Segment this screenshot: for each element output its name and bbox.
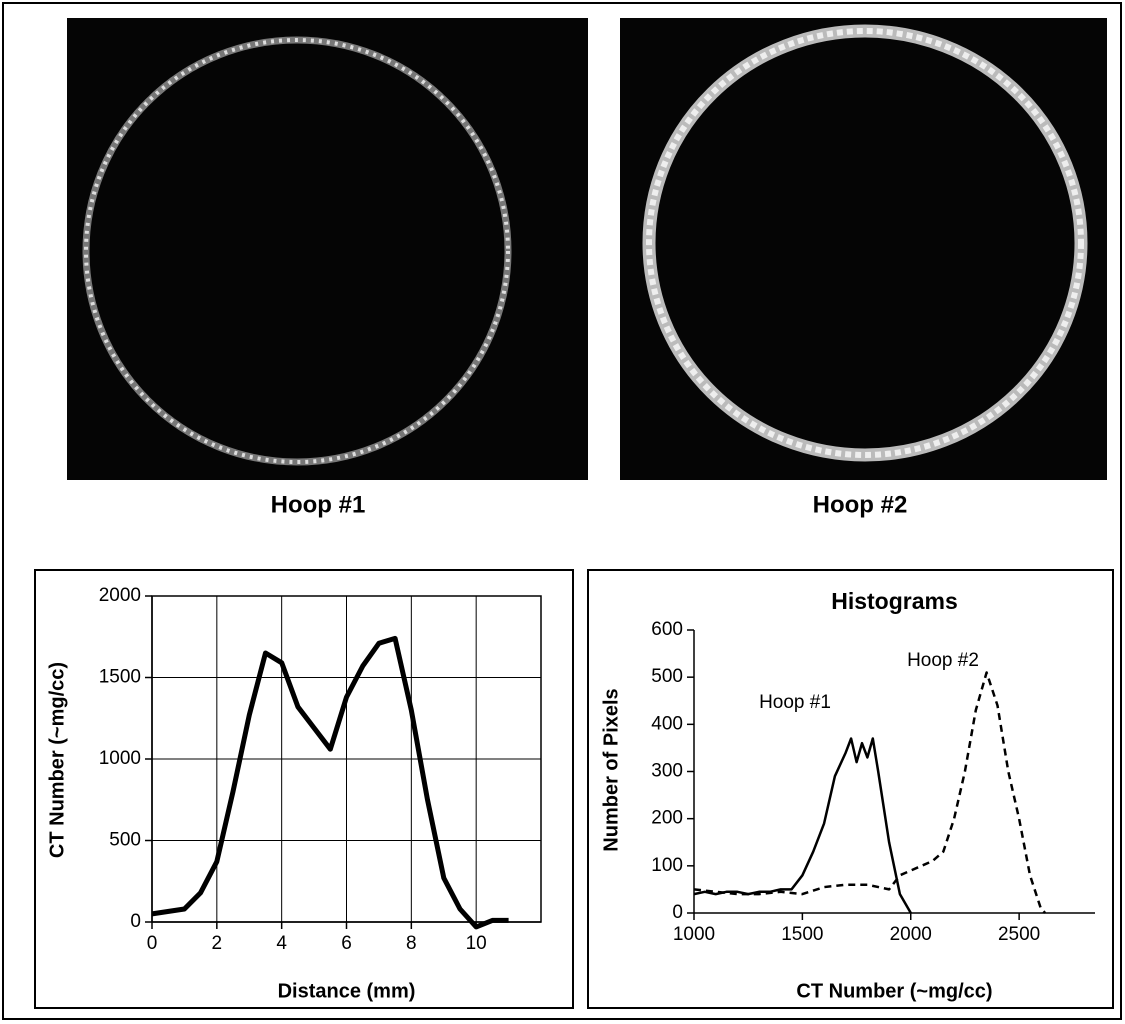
- data-line: [693, 737, 912, 914]
- y-tick-label: 400: [651, 713, 683, 734]
- y-tick-label: 1500: [99, 667, 141, 688]
- chart-title: Histograms: [831, 588, 958, 614]
- y-tick-label: 500: [651, 666, 683, 687]
- y-tick-label: 1000: [99, 748, 141, 769]
- y-axis-label: CT Number (~mg/cc): [46, 662, 68, 858]
- x-tick-label: 1000: [673, 924, 715, 945]
- y-tick-label: 100: [651, 855, 683, 876]
- x-axis-label: CT Number (~mg/cc): [796, 980, 992, 1002]
- x-axis-label: Distance (mm): [278, 980, 416, 1002]
- x-tick-label: 0: [147, 933, 158, 954]
- series-label: Hoop #1: [759, 692, 831, 713]
- y-tick-label: 500: [109, 830, 141, 851]
- x-tick-label: 1500: [781, 924, 823, 945]
- x-tick-label: 2500: [998, 924, 1040, 945]
- y-tick-label: 300: [651, 761, 683, 782]
- x-tick-label: 8: [406, 933, 417, 954]
- hoop-image-1: [67, 18, 588, 480]
- x-tick-label: 2000: [890, 924, 932, 945]
- chart-frame: [587, 569, 1114, 1009]
- y-tick-label: 2000: [99, 585, 141, 606]
- y-tick-label: 0: [672, 902, 683, 923]
- series-label: Hoop #2: [907, 650, 979, 671]
- x-tick-label: 10: [466, 933, 487, 954]
- x-tick-label: 2: [212, 933, 223, 954]
- y-axis-label: Number of Pixels: [600, 688, 622, 851]
- data-line: [151, 635, 509, 930]
- hoop-image-2: [620, 18, 1107, 480]
- y-tick-label: 600: [651, 619, 683, 640]
- image-caption: Hoop #2: [813, 491, 908, 518]
- x-tick-label: 6: [341, 933, 352, 954]
- chart-frame: [34, 569, 574, 1009]
- x-tick-label: 4: [276, 933, 287, 954]
- image-caption: Hoop #1: [271, 491, 366, 518]
- y-tick-label: 200: [651, 808, 683, 829]
- y-tick-label: 0: [130, 911, 141, 932]
